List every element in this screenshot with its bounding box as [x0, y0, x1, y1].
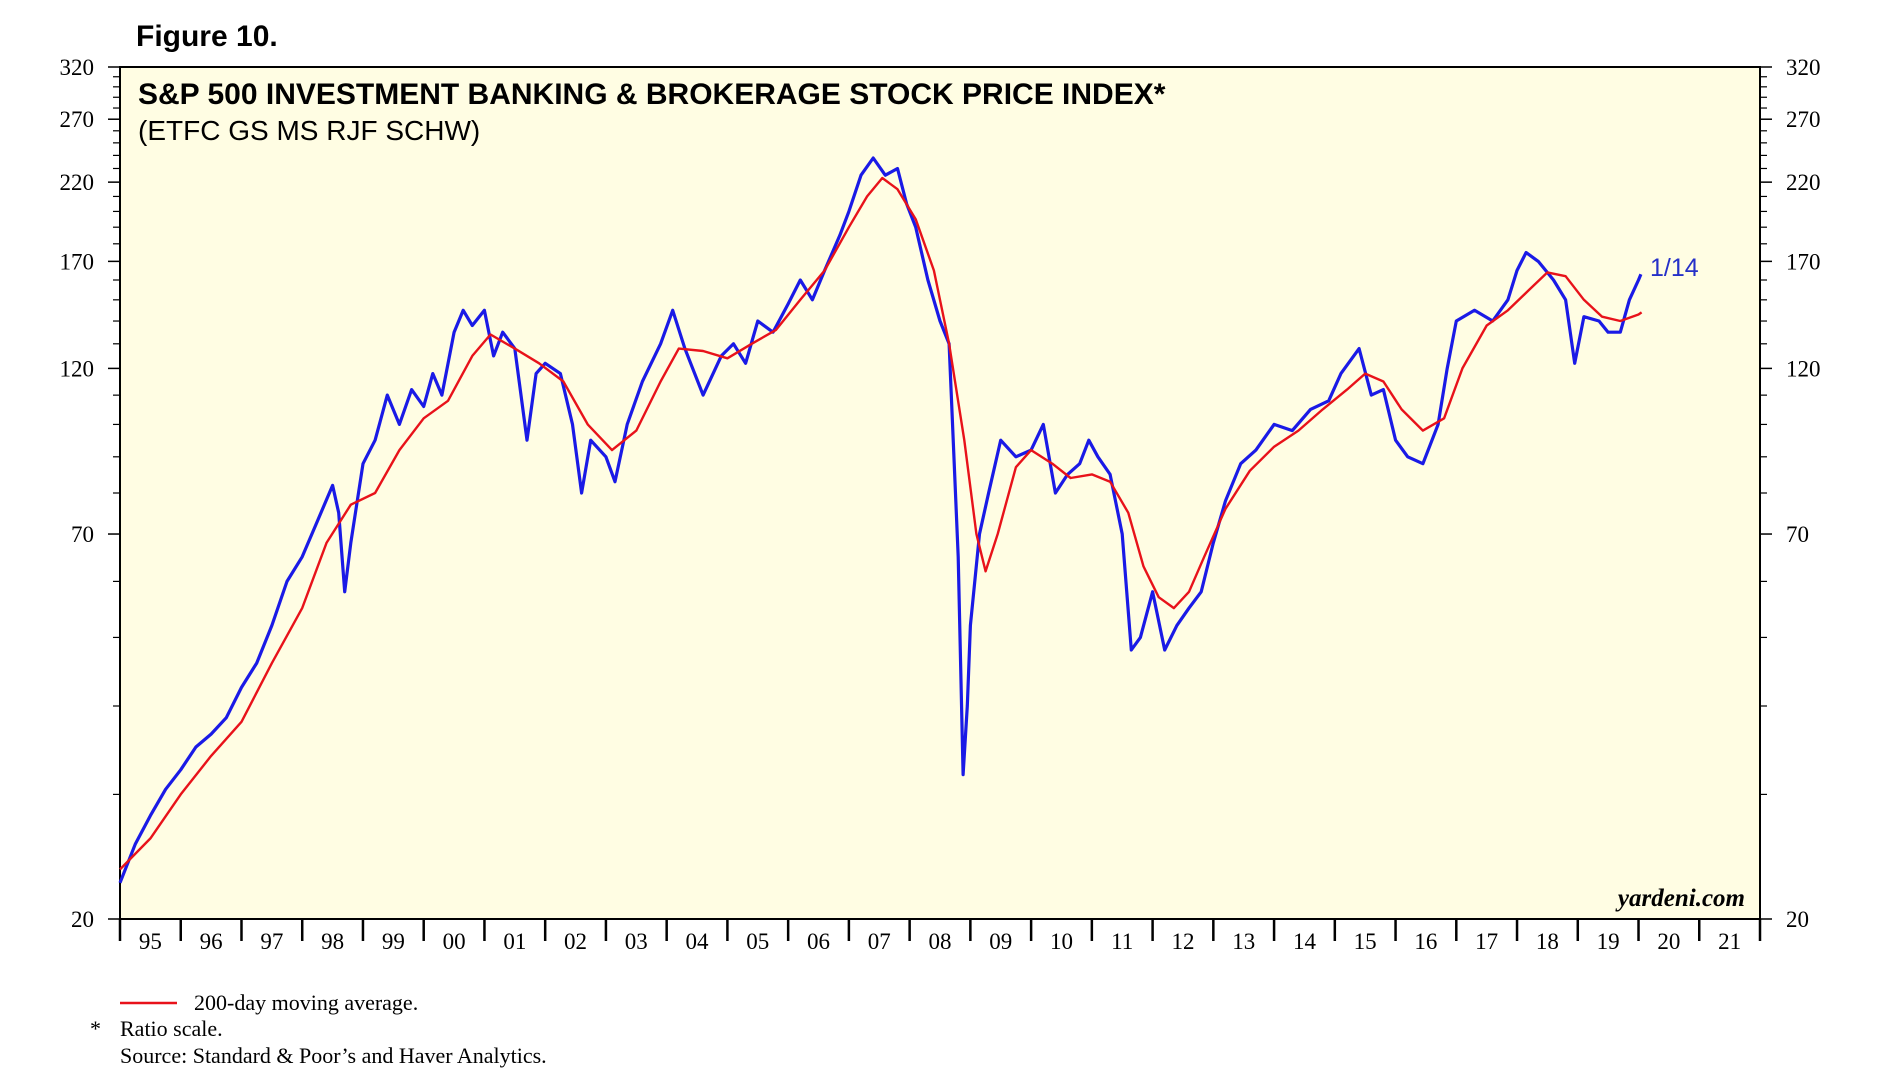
x-tick-label: 07: [868, 929, 891, 954]
figure-label: Figure 10.: [136, 20, 278, 53]
x-tick-label: 03: [625, 929, 648, 954]
x-tick-label: 02: [564, 929, 587, 954]
y-tick-label-right: 220: [1786, 170, 1821, 195]
legend-label-moving-average: 200-day moving average.: [194, 990, 419, 1015]
y-tick-label-right: 270: [1786, 107, 1821, 132]
moving-average-line: [119, 176, 1643, 871]
y-tick-label-right: 20: [1786, 907, 1809, 932]
chart-title: S&P 500 INVESTMENT BANKING & BROKERAGE S…: [138, 78, 1166, 111]
y-tick-label-right: 170: [1786, 249, 1821, 274]
x-tick-label: 05: [746, 929, 769, 954]
chart-subtitle: (ETFC GS MS RJF SCHW): [138, 115, 480, 146]
y-tick-label-left: 270: [60, 107, 95, 132]
x-tick-label: 00: [443, 929, 466, 954]
x-tick-label: 12: [1171, 929, 1194, 954]
y-tick-label-left: 120: [60, 356, 95, 381]
x-tick-label: 04: [686, 929, 710, 954]
x-tick-label: 14: [1293, 929, 1317, 954]
footnote-ratio-scale: Ratio scale.: [120, 1016, 223, 1041]
x-axis: 95 96 97 98 99 00 01 02 03 04 05 06 07 08 09 10 11 12 13 14…: [118, 919, 1762, 954]
y-axis-right: 20 70 120 170 220 270 320: [1760, 55, 1821, 932]
x-tick-label: 09: [989, 929, 1012, 954]
x-tick-label: 19: [1597, 929, 1620, 954]
x-tick-label: 11: [1111, 929, 1133, 954]
y-tick-label-left: 320: [60, 55, 95, 80]
x-tick-label: 13: [1232, 929, 1255, 954]
x-tick-label: 20: [1657, 929, 1680, 954]
y-tick-label-right: 120: [1786, 356, 1821, 381]
y-tick-label-right: 70: [1786, 522, 1809, 547]
price-series-line: [118, 156, 1643, 884]
x-tick-label: 97: [260, 929, 283, 954]
y-tick-label-left: 20: [71, 907, 94, 932]
plot-area: [119, 66, 1761, 920]
x-tick-label: 16: [1414, 929, 1437, 954]
y-tick-label-right: 320: [1786, 55, 1821, 80]
x-tick-label: 08: [929, 929, 952, 954]
y-tick-label-left: 220: [60, 170, 95, 195]
x-tick-label: 99: [382, 929, 405, 954]
y-tick-label-left: 170: [60, 249, 95, 274]
y-tick-label-left: 70: [71, 522, 94, 547]
footnote-source: Source: Standard & Poor’s and Haver Anal…: [120, 1043, 547, 1068]
footnote-star: *: [90, 1016, 101, 1041]
y-axis-left: 20 70 120 170 220 270 320: [60, 55, 120, 932]
x-tick-label: 06: [807, 929, 830, 954]
x-tick-label: 21: [1718, 929, 1741, 954]
x-tick-label: 98: [321, 929, 344, 954]
x-tick-label: 95: [139, 929, 162, 954]
end-date-label: 1/14: [1650, 254, 1699, 282]
x-tick-label: 15: [1354, 929, 1377, 954]
x-tick-label: 10: [1050, 929, 1073, 954]
x-tick-label: 18: [1536, 929, 1559, 954]
x-tick-label: 17: [1475, 929, 1498, 954]
x-tick-label: 96: [200, 929, 223, 954]
x-tick-label: 01: [503, 929, 526, 954]
watermark: yardeni.com: [1615, 885, 1745, 912]
